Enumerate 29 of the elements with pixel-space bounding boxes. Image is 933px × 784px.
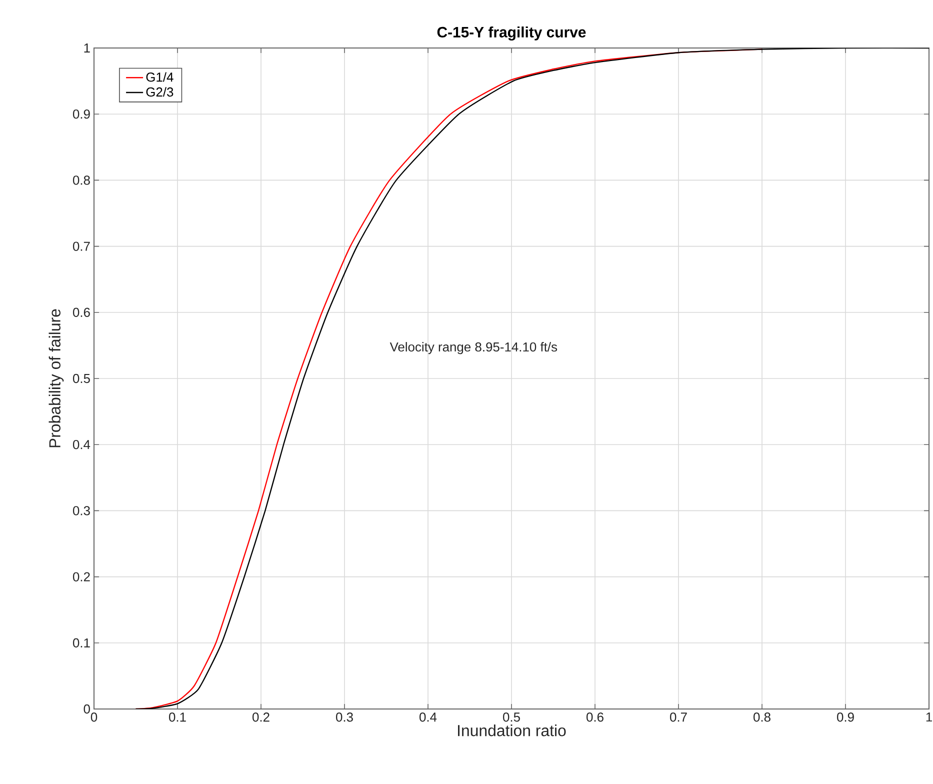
y-tick-label: 0.5 [72, 374, 90, 384]
x-tick-label: 0.7 [670, 712, 687, 722]
legend-label: G1/4 [146, 72, 174, 82]
chart-title: C-15-Y fragility curve [437, 26, 586, 40]
y-tick-label: 0 [84, 704, 90, 714]
line-series [135, 48, 930, 709]
x-tick-label: 0.5 [503, 712, 520, 722]
y-tick-label: 0.3 [72, 506, 90, 516]
legend-label: G2/3 [146, 87, 174, 97]
y-tick-label: 1 [84, 44, 90, 52]
y-tick-label: 0.8 [72, 176, 90, 185]
x-tick-label: 0.3 [336, 712, 353, 722]
y-axis-title: Probability of failure [48, 309, 64, 448]
x-axis-title: Inundation ratio [458, 724, 566, 736]
y-tick-label: 0.2 [72, 572, 90, 582]
x-tick-label: 0.9 [837, 712, 854, 722]
x-tick-label: 0.6 [586, 712, 604, 722]
x-tick-label: 0.8 [754, 712, 770, 722]
y-tick-label: 0.1 [72, 638, 90, 648]
x-tick-label: 0.2 [252, 712, 270, 722]
x-tick-label: 0 [90, 712, 98, 722]
x-tick-label: 1 [926, 712, 932, 722]
y-tick-label: 0.7 [72, 242, 90, 251]
annotation: Velocity range 8.95-14.10 ft/s [390, 342, 558, 354]
y-tick-label: 0.9 [72, 110, 90, 119]
y-tick-label: 0.6 [72, 308, 90, 317]
y-tick-label: 0.4 [72, 440, 90, 450]
x-tick-label: 0.4 [420, 712, 437, 722]
x-tick-label: 0.1 [169, 712, 186, 722]
